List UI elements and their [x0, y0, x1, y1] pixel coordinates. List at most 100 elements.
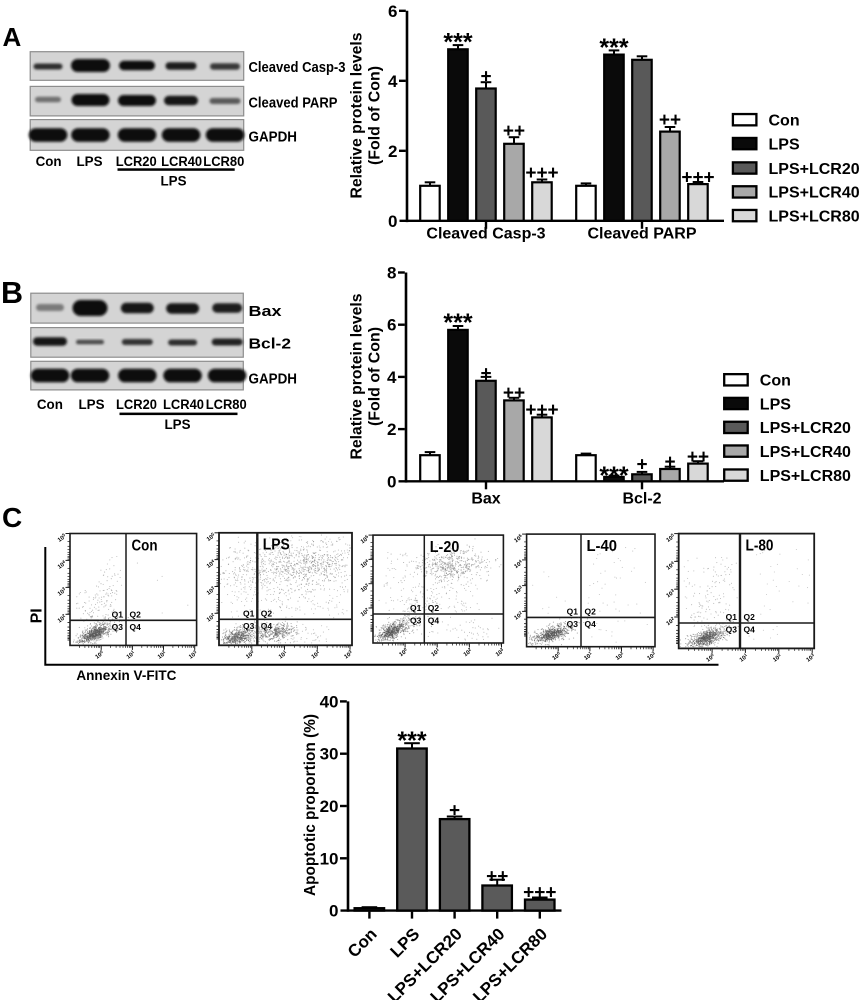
svg-text:+: + — [449, 801, 460, 822]
svg-text:LPS: LPS — [263, 537, 290, 554]
svg-text:104: 104 — [512, 558, 524, 570]
svg-text:LCR40: LCR40 — [163, 397, 204, 413]
svg-text:++: ++ — [486, 867, 508, 888]
svg-text:102: 102 — [205, 612, 217, 624]
svg-text:Q4: Q4 — [428, 616, 440, 626]
svg-text:+: + — [480, 364, 491, 385]
svg-text:Cleaved Casp-3: Cleaved Casp-3 — [249, 60, 346, 76]
svg-text:102: 102 — [56, 613, 68, 625]
svg-text:***: *** — [397, 727, 426, 755]
svg-text:LCR20: LCR20 — [116, 154, 157, 170]
svg-text:LPS+LCR40: LPS+LCR40 — [769, 185, 860, 202]
svg-text:Q2: Q2 — [130, 610, 142, 620]
svg-text:LPS: LPS — [387, 924, 424, 961]
svg-text:10: 10 — [320, 849, 339, 868]
svg-text:100: 100 — [94, 649, 106, 661]
svg-text:103: 103 — [342, 649, 354, 661]
svg-text:0: 0 — [387, 472, 396, 491]
svg-text:Bax: Bax — [471, 491, 500, 508]
svg-text:Cleaved PARP: Cleaved PARP — [587, 226, 696, 243]
svg-text:***: *** — [599, 34, 628, 62]
svg-text:+++: +++ — [525, 400, 558, 421]
svg-text:LPS: LPS — [79, 397, 105, 413]
svg-text:104: 104 — [665, 560, 677, 572]
svg-text:105: 105 — [205, 531, 217, 543]
svg-text:+++: +++ — [681, 167, 714, 188]
svg-text:100: 100 — [244, 649, 256, 661]
svg-text:LPS: LPS — [769, 136, 800, 153]
svg-text:104: 104 — [56, 559, 68, 571]
svg-text:L-20: L-20 — [430, 539, 460, 556]
svg-text:Q4: Q4 — [744, 625, 756, 635]
svg-text:101: 101 — [430, 646, 442, 658]
svg-text:Con: Con — [344, 924, 381, 961]
svg-text:Q1: Q1 — [567, 607, 579, 617]
svg-text:Q1: Q1 — [726, 612, 738, 622]
svg-text:L-40: L-40 — [587, 538, 618, 555]
svg-text:Con: Con — [769, 113, 800, 130]
svg-text:Apoptotic proportion (%): Apoptotic proportion (%) — [302, 714, 319, 896]
svg-text:101: 101 — [277, 649, 289, 661]
svg-text:101: 101 — [125, 649, 137, 661]
svg-text:0: 0 — [388, 212, 397, 231]
svg-text:LPS: LPS — [77, 154, 103, 170]
svg-text:101: 101 — [582, 650, 594, 662]
svg-text:104: 104 — [205, 558, 217, 570]
svg-text:+++: +++ — [523, 882, 556, 903]
svg-text:***: *** — [599, 462, 628, 490]
svg-text:40: 40 — [320, 692, 339, 711]
svg-text:103: 103 — [494, 646, 506, 658]
svg-text:103: 103 — [512, 584, 524, 596]
svg-text:Bcl-2: Bcl-2 — [622, 491, 661, 508]
svg-text:Q3: Q3 — [243, 621, 255, 631]
svg-text:LCR80: LCR80 — [203, 154, 244, 170]
svg-text:105: 105 — [359, 533, 371, 545]
svg-text:B: B — [1, 276, 23, 310]
svg-text:L-80: L-80 — [746, 537, 774, 554]
svg-text:103: 103 — [187, 649, 199, 661]
svg-text:102: 102 — [359, 606, 371, 618]
svg-text:102: 102 — [614, 650, 626, 662]
svg-text:100: 100 — [704, 652, 716, 664]
svg-text:LPS+LCR80: LPS+LCR80 — [769, 208, 860, 225]
svg-text:105: 105 — [665, 532, 677, 544]
svg-text:+: + — [636, 454, 647, 475]
svg-text:103: 103 — [805, 652, 817, 664]
svg-text:100: 100 — [551, 650, 563, 662]
svg-text:LPS+LCR80: LPS+LCR80 — [760, 468, 851, 485]
svg-text:Con: Con — [760, 373, 791, 390]
svg-text:(Fold of Con): (Fold of Con) — [367, 327, 384, 426]
svg-text:105: 105 — [512, 532, 524, 544]
svg-text:LPS+LCR40: LPS+LCR40 — [760, 444, 851, 461]
svg-text:20: 20 — [320, 797, 339, 816]
svg-text:Q1: Q1 — [243, 609, 255, 619]
svg-text:LPS: LPS — [760, 396, 791, 413]
svg-text:105: 105 — [56, 532, 68, 544]
svg-text:102: 102 — [462, 646, 474, 658]
svg-text:103: 103 — [665, 588, 677, 600]
svg-text:C: C — [2, 502, 22, 533]
svg-text:102: 102 — [156, 649, 168, 661]
svg-text:***: *** — [443, 309, 472, 337]
svg-text:2: 2 — [387, 420, 396, 439]
svg-text:100: 100 — [397, 646, 409, 658]
svg-text:LCR80: LCR80 — [206, 397, 247, 413]
svg-text:Con: Con — [37, 397, 63, 413]
svg-text:103: 103 — [359, 582, 371, 594]
svg-text:Q3: Q3 — [726, 625, 738, 635]
svg-text:GAPDH: GAPDH — [249, 130, 298, 146]
svg-text:Q4: Q4 — [130, 622, 142, 632]
svg-text:103: 103 — [645, 650, 657, 662]
svg-text:++: ++ — [659, 110, 681, 131]
svg-text:GAPDH: GAPDH — [249, 372, 298, 388]
svg-text:Con: Con — [36, 154, 62, 170]
svg-text:Q2: Q2 — [428, 603, 440, 613]
svg-text:Q3: Q3 — [112, 622, 124, 632]
svg-text:Cleaved Casp-3: Cleaved Casp-3 — [426, 226, 545, 243]
svg-text:+++: +++ — [525, 163, 558, 184]
svg-text:Relative protein levels: Relative protein levels — [349, 32, 366, 198]
svg-text:0: 0 — [329, 902, 338, 921]
svg-text:Q2: Q2 — [744, 612, 756, 622]
svg-text:++: ++ — [503, 121, 525, 142]
svg-text:LCR40: LCR40 — [161, 154, 202, 170]
